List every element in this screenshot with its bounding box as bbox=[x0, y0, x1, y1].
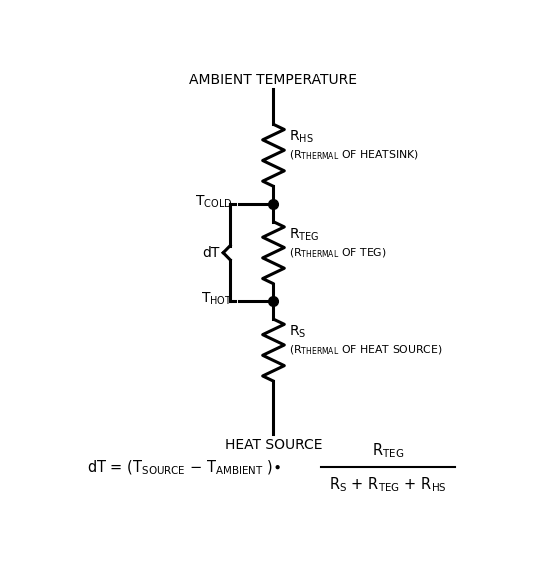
Text: AMBIENT TEMPERATURE: AMBIENT TEMPERATURE bbox=[190, 72, 358, 87]
Text: (R$_{\mathsf{THERMAL}}$ OF HEAT SOURCE): (R$_{\mathsf{THERMAL}}$ OF HEAT SOURCE) bbox=[288, 343, 442, 357]
Text: R$_{\mathsf{HS}}$: R$_{\mathsf{HS}}$ bbox=[288, 129, 314, 145]
Text: R$_{\mathsf{S}}$ + R$_{\mathsf{TEG}}$ + R$_{\mathsf{HS}}$: R$_{\mathsf{S}}$ + R$_{\mathsf{TEG}}$ + … bbox=[329, 475, 447, 494]
Text: dT = (T$_{\mathsf{SOURCE}}$ $-$ T$_{\mathsf{AMBIENT}}$ )$\bullet$: dT = (T$_{\mathsf{SOURCE}}$ $-$ T$_{\mat… bbox=[87, 458, 281, 477]
Text: (R$_{\mathsf{THERMAL}}$ OF TEG): (R$_{\mathsf{THERMAL}}$ OF TEG) bbox=[288, 246, 386, 260]
Text: HEAT SOURCE: HEAT SOURCE bbox=[225, 438, 322, 452]
Text: R$_{\mathsf{TEG}}$: R$_{\mathsf{TEG}}$ bbox=[372, 441, 404, 460]
Text: R$_{\mathsf{S}}$: R$_{\mathsf{S}}$ bbox=[288, 324, 306, 340]
Text: R$_{\mathsf{TEG}}$: R$_{\mathsf{TEG}}$ bbox=[288, 226, 319, 243]
Text: T$_{\mathsf{COLD}}$: T$_{\mathsf{COLD}}$ bbox=[195, 194, 233, 210]
Text: T$_{\mathsf{HOT}}$: T$_{\mathsf{HOT}}$ bbox=[201, 291, 233, 308]
Text: dT: dT bbox=[202, 246, 219, 260]
Text: (R$_{\mathsf{THERMAL}}$ OF HEATSINK): (R$_{\mathsf{THERMAL}}$ OF HEATSINK) bbox=[288, 149, 419, 162]
